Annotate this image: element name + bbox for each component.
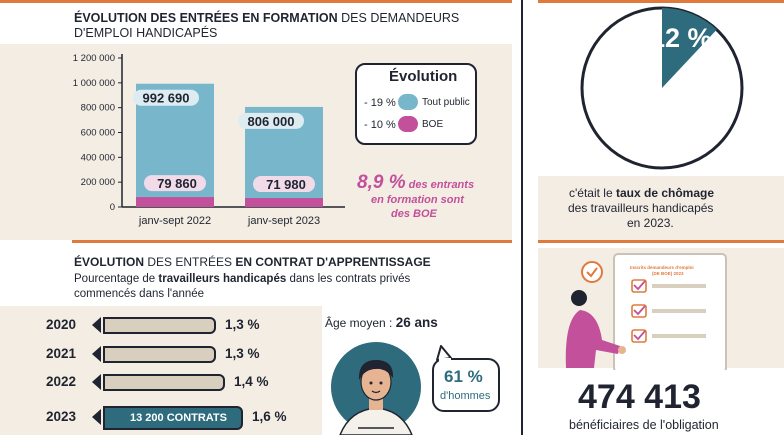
clipboard-title: Inscrits demandeurs d'emploi [630, 265, 694, 270]
section1-title-line2: D'EMPLOI HANDICAPÉS [74, 26, 218, 40]
value-pill [238, 112, 304, 129]
row-bar: 13 200 CONTRATS [103, 406, 243, 430]
value-pill [133, 89, 199, 106]
y-tick-label: 400 000 [81, 152, 115, 163]
boe-share-value: 8,9 % [357, 172, 406, 193]
row-percentage: 1,3 % [225, 346, 260, 361]
unemployment-text-line1: c'était le taux de chômage [569, 186, 714, 200]
unemployment-text-line3: en 2023. [627, 216, 674, 230]
unemployment-text-b: taux de chômage [615, 186, 715, 200]
row-year: 2022 [46, 374, 77, 389]
legend-swatch-boe [398, 116, 418, 132]
section1-title: ÉVOLUTION DES ENTRÉES EN FORMATION DES D… [74, 11, 459, 25]
boe-share-line3: des BOE [391, 208, 437, 220]
section2-sub-b: travailleurs handicapés [158, 273, 287, 285]
unemployment-panel [538, 176, 784, 240]
beneficiaries-value: 474 413 [578, 378, 701, 416]
section2-title-b: DES ENTRÉES [144, 255, 236, 269]
legend-pct-boe: - 10 % [364, 119, 396, 131]
section2-subtitle-line2: commencés dans l'année [74, 288, 205, 300]
row-year: 2023 [46, 409, 77, 424]
row-bar-label: 13 200 CONTRATS [130, 412, 227, 424]
value-label-tout-public: 806 000 [248, 114, 295, 129]
value-label-tout-public: 992 690 [143, 91, 190, 106]
young-man-illustration [331, 342, 421, 435]
unemployment-rate-value: 12 % [650, 23, 712, 53]
bubble-tail [436, 345, 452, 362]
value-pill [144, 175, 206, 192]
clipboard-subtitle: (DE BOE) 2023 [652, 271, 684, 276]
row-year: 2021 [46, 346, 77, 361]
beneficiaries-label: bénéficiaires de l'obligation [569, 418, 719, 432]
average-age-value: 26 ans [395, 315, 438, 330]
average-age: Âge moyen : 26 ans [325, 315, 438, 330]
men-share-value: 61 % [444, 367, 483, 386]
row-percentage: 1,4 % [234, 374, 269, 389]
unemployment-text-a: c'était le [569, 186, 616, 200]
row-arrow-icon [92, 409, 101, 425]
legend-label-boe: BOE [422, 119, 444, 130]
row-arrow-icon [92, 317, 101, 333]
section1-title-rest: DES DEMANDEURS [337, 11, 460, 25]
x-tick-label: janv-sept 2022 [138, 215, 211, 227]
bar-boe [245, 198, 323, 207]
y-tick-label: 1 200 000 [73, 53, 115, 64]
row-year: 2020 [46, 317, 77, 332]
legend-label-tout-public: Tout public [422, 97, 470, 108]
row-arrow-icon [92, 346, 101, 362]
value-pill [253, 176, 315, 193]
legend-title: Évolution [389, 68, 458, 85]
section2-title-a: ÉVOLUTION [74, 255, 145, 269]
bar-chart: 1 200 000 1 000 000 800 000 600 000 400 000 2… [73, 53, 345, 227]
row-bar [103, 317, 216, 334]
section2-sub-a: Pourcentage de [74, 273, 159, 285]
boe-share-line1: 8,9 % des entrants [357, 172, 474, 194]
unemployment-rate-pie [580, 6, 744, 170]
boe-share-text1: des entrants [405, 179, 475, 191]
section2-subtitle: Pourcentage de travailleurs handicapés d… [74, 273, 410, 285]
section-divider [72, 240, 512, 243]
right-section-divider [538, 240, 784, 243]
y-tick-label: 200 000 [81, 177, 115, 188]
legend-pct-tout-public: - 19 % [364, 97, 396, 109]
men-share-bubble [432, 358, 500, 412]
row-percentage: 1,3 % [225, 317, 260, 332]
bar-boe [136, 197, 214, 207]
value-label-boe: 71 980 [266, 177, 306, 192]
boe-share-line2: en formation sont [371, 194, 464, 206]
y-tick-label: 600 000 [81, 128, 115, 139]
row-percentage: 1,6 % [252, 409, 287, 424]
row-arrow-icon [92, 374, 101, 390]
x-tick-label: janv-sept 2023 [247, 215, 320, 227]
y-tick-label: 800 000 [81, 103, 115, 114]
value-label-boe: 79 860 [157, 176, 197, 191]
unemployment-text-line2: des travailleurs handicapés [568, 201, 714, 215]
unemployment-slice [662, 8, 717, 88]
row-bar [103, 374, 225, 391]
section2-sub-c: dans les contrats privés [286, 273, 411, 285]
men-share-label: d'hommes [440, 390, 491, 402]
y-tick-label: 0 [110, 202, 115, 213]
top-divider-right [538, 0, 784, 3]
column-divider [521, 0, 523, 435]
average-age-label: Âge moyen : [325, 316, 396, 330]
clipboard-illustration [565, 253, 727, 370]
section1-title-bold: ÉVOLUTION DES ENTRÉES EN FORMATION [74, 11, 338, 25]
section2-title-c: EN CONTRAT D'APPRENTISSAGE [235, 255, 431, 269]
legend-swatch-tout-public [398, 94, 418, 110]
row-bar [103, 346, 216, 363]
top-divider-left [0, 0, 512, 3]
section2-title: ÉVOLUTION DES ENTRÉES EN CONTRAT D'APPRE… [74, 255, 431, 269]
y-tick-label: 1 000 000 [73, 78, 115, 89]
